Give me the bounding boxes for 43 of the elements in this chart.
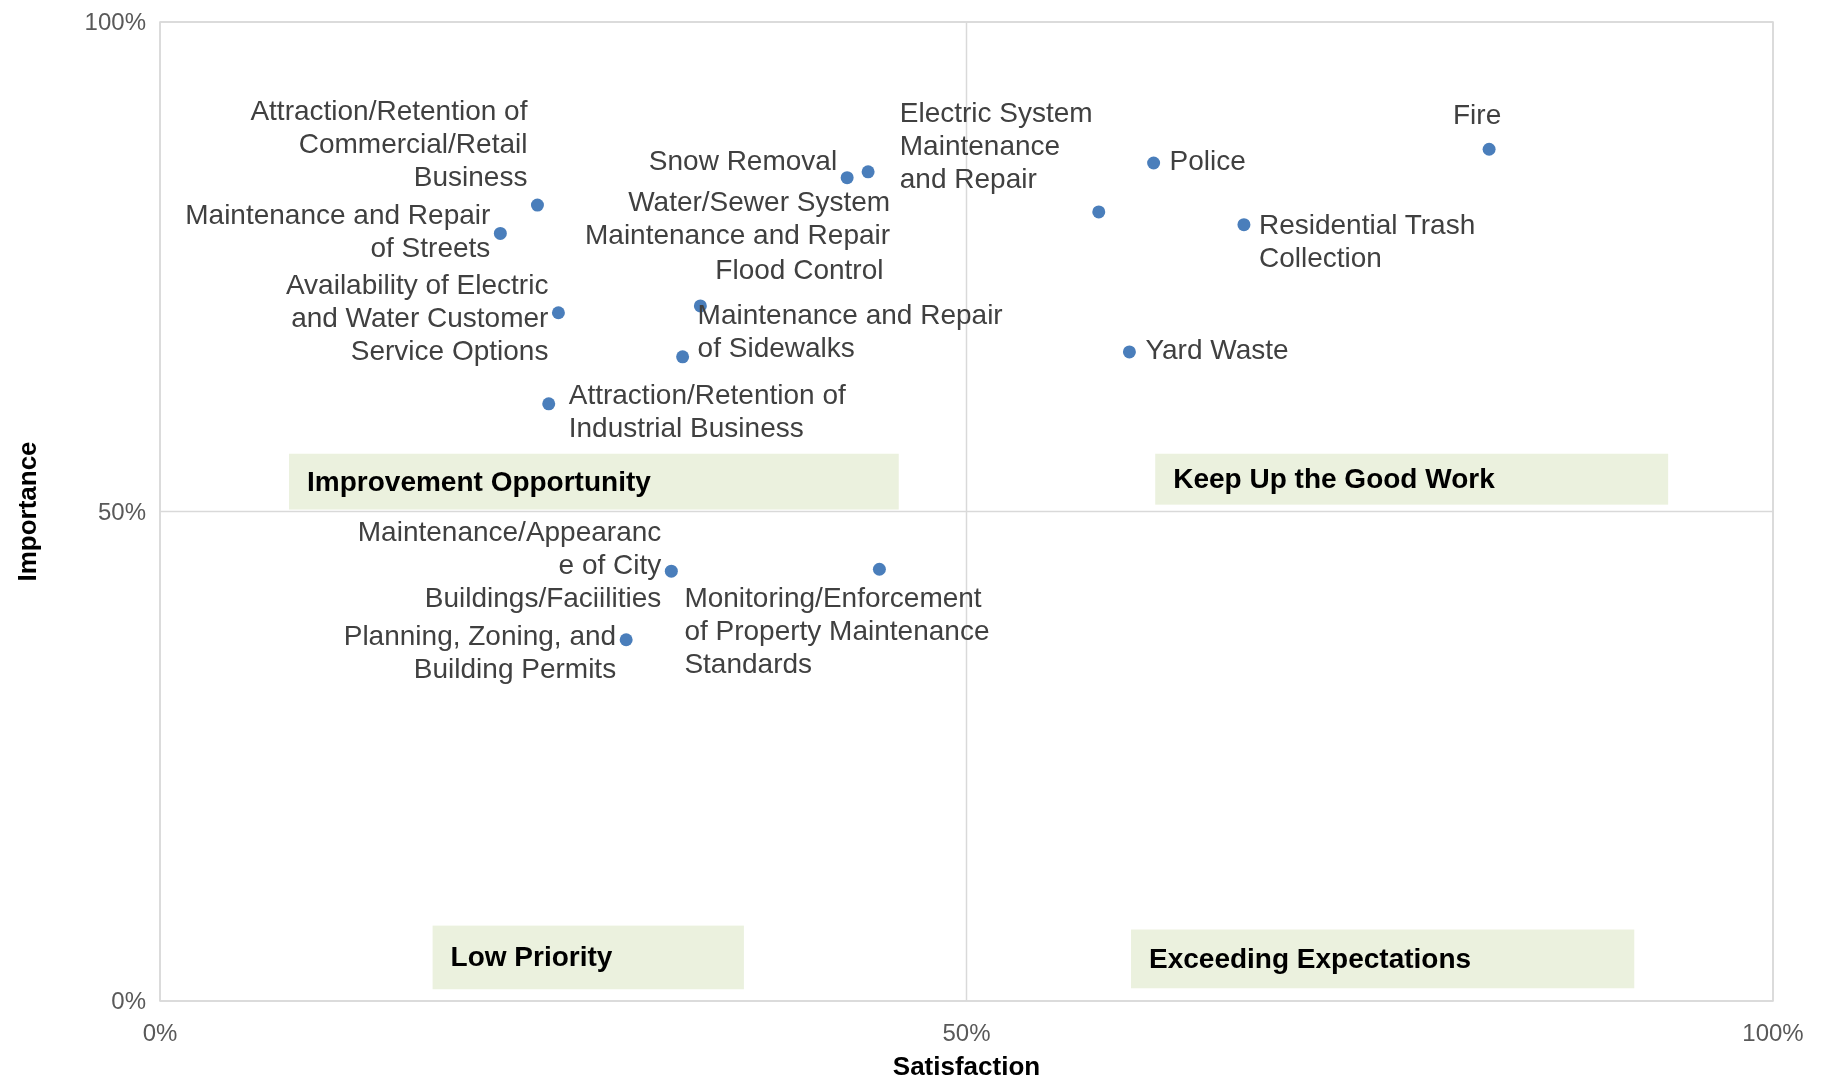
annotation: Maintenance and Repair of Streets xyxy=(185,199,491,264)
y-tick-label: 50% xyxy=(97,497,146,525)
annotation: Exceeding Expectations xyxy=(1149,942,1472,974)
y-tick-label: 100% xyxy=(84,8,146,35)
annotation: Keep Up the Good Work xyxy=(1173,463,1496,495)
point xyxy=(493,226,507,240)
point xyxy=(676,350,690,364)
annotation: Electric System Maintenance and Repair xyxy=(899,96,1093,194)
annotation: Planning, Zoning, and Building Permits xyxy=(343,619,617,684)
annotation: Water/Sewer System Maintenance and Repair xyxy=(585,185,891,250)
annotation: Availability of Electric and Water Customer Service Options xyxy=(285,268,549,366)
point xyxy=(1482,142,1496,156)
annotation: Monitoring/Enforcement of Property Maintenance Standards xyxy=(684,582,990,680)
annotation: Flood Control xyxy=(715,253,884,285)
point xyxy=(542,397,556,411)
y-tick-label: 0% xyxy=(111,987,146,1014)
annotation: Yard Waste xyxy=(1145,334,1289,366)
point xyxy=(619,633,633,647)
annotation: Snow Removal xyxy=(648,145,838,177)
point xyxy=(872,562,886,576)
point xyxy=(1122,345,1136,359)
point xyxy=(551,306,565,320)
point xyxy=(530,198,544,212)
annotation: Maintenance and Repair of Sidewalks xyxy=(697,298,1003,363)
annotation: Police xyxy=(1169,145,1246,177)
annotation: Fire xyxy=(1452,99,1502,131)
x-axis-title: Satisfaction xyxy=(892,1051,1041,1081)
point xyxy=(840,171,854,185)
x-tick-label: 100% xyxy=(1742,1019,1804,1046)
x-tick-label: 50% xyxy=(942,1019,991,1046)
point xyxy=(1092,205,1106,219)
y-axis-title: Importance xyxy=(12,441,42,582)
point xyxy=(1147,156,1161,170)
point xyxy=(861,165,875,179)
annotation: Improvement Opportunity xyxy=(307,465,652,497)
point xyxy=(1237,218,1251,232)
annotation: Low Priority xyxy=(450,941,613,973)
annotation: Maintenance/Appearance of City Buildings/Faciilities xyxy=(357,515,662,613)
annotation: Attraction/Retention of Commercial/Retail Business xyxy=(250,95,528,193)
x-tick-label: 0% xyxy=(142,1019,178,1046)
point xyxy=(664,564,678,578)
annotation: Residential Trash Collection xyxy=(1258,208,1476,273)
annotation: Attraction/Retention of Industrial Business xyxy=(568,378,846,443)
